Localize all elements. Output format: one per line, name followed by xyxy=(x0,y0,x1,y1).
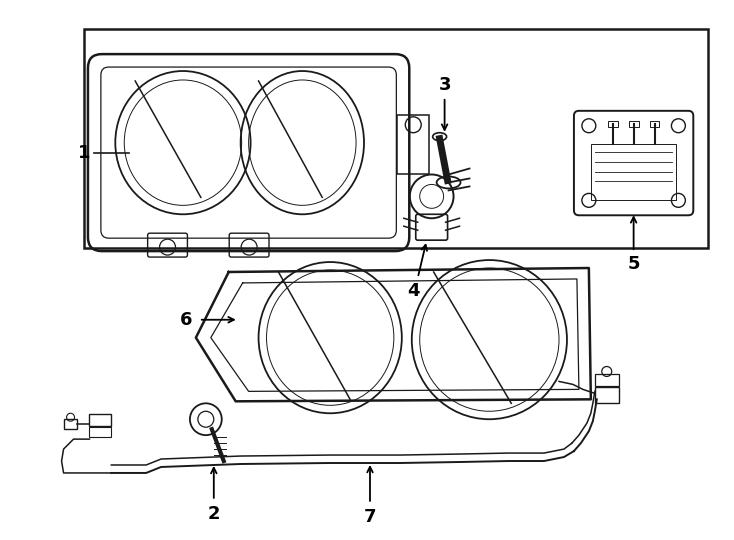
Bar xyxy=(595,387,619,403)
Text: 6: 6 xyxy=(180,310,192,329)
Text: 1: 1 xyxy=(79,144,91,161)
Bar xyxy=(608,121,618,127)
Text: 3: 3 xyxy=(438,76,451,94)
Text: 4: 4 xyxy=(407,282,420,300)
Bar xyxy=(84,29,708,248)
Bar xyxy=(595,374,619,387)
Bar xyxy=(90,414,112,426)
Bar xyxy=(591,144,677,200)
Bar xyxy=(628,121,639,127)
Text: 2: 2 xyxy=(208,505,220,523)
Bar xyxy=(650,121,659,127)
Text: 5: 5 xyxy=(628,255,640,273)
Bar xyxy=(90,427,112,437)
Bar xyxy=(64,419,78,429)
Bar xyxy=(397,115,429,174)
Text: 7: 7 xyxy=(364,508,377,526)
